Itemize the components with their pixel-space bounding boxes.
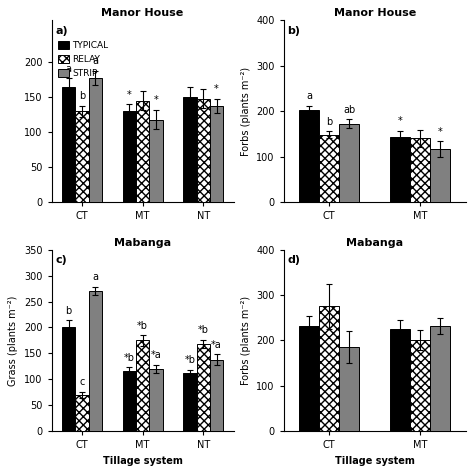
Text: b: b [79, 91, 85, 101]
Text: a: a [92, 273, 98, 283]
Text: b: b [326, 117, 332, 127]
Y-axis label: Forbs (plants m⁻²): Forbs (plants m⁻²) [240, 296, 251, 385]
Bar [149, 369, 163, 431]
Bar [123, 372, 136, 431]
Text: a: a [306, 91, 312, 101]
Bar [410, 340, 430, 431]
Bar [319, 135, 339, 202]
Text: b: b [65, 306, 72, 316]
Y-axis label: Forbs (plants m⁻²): Forbs (plants m⁻²) [240, 67, 251, 156]
Bar [210, 360, 223, 431]
Bar [149, 119, 163, 202]
Bar [75, 395, 89, 431]
Text: ab: ab [343, 105, 356, 115]
Text: *: * [127, 90, 132, 100]
Text: *b: *b [124, 353, 135, 363]
Y-axis label: Grass (plants m⁻²): Grass (plants m⁻²) [9, 295, 18, 385]
Bar [197, 344, 210, 431]
Bar [390, 329, 410, 431]
Text: *: * [398, 116, 402, 126]
Bar [299, 110, 319, 202]
Text: *a: *a [211, 340, 222, 350]
Text: *: * [214, 84, 219, 94]
Bar [197, 99, 210, 202]
Bar [136, 340, 149, 431]
Bar [430, 149, 450, 202]
Bar [123, 111, 136, 202]
Title: Manor House: Manor House [334, 9, 416, 18]
Text: *b: *b [184, 356, 195, 365]
Bar [89, 291, 102, 431]
Bar [62, 328, 75, 431]
Title: Mabanga: Mabanga [114, 237, 171, 247]
X-axis label: Tillage system: Tillage system [103, 456, 182, 465]
Bar [339, 347, 359, 431]
Text: a): a) [55, 26, 68, 36]
Bar [89, 78, 102, 202]
Text: *: * [438, 127, 443, 137]
Bar [299, 326, 319, 431]
Text: a: a [65, 64, 72, 74]
Text: *: * [154, 95, 158, 105]
Bar [410, 138, 430, 202]
Bar [210, 106, 223, 202]
Text: c): c) [55, 255, 67, 265]
Bar [390, 137, 410, 202]
X-axis label: Tillage system: Tillage system [335, 456, 415, 465]
Bar [75, 111, 89, 202]
Bar [183, 373, 197, 431]
Text: d): d) [287, 255, 300, 265]
Bar [339, 124, 359, 202]
Text: b): b) [287, 26, 300, 36]
Text: *b: *b [198, 325, 209, 335]
Legend: TYPICAL, RELAY, STRIP: TYPICAL, RELAY, STRIP [56, 39, 110, 80]
Title: Manor House: Manor House [101, 9, 184, 18]
Text: *b: *b [137, 321, 148, 331]
Title: Mabanga: Mabanga [346, 237, 403, 247]
Text: *a: *a [151, 350, 161, 360]
Bar [183, 97, 197, 202]
Bar [319, 306, 339, 431]
Bar [62, 87, 75, 202]
Bar [430, 326, 450, 431]
Text: c: c [79, 377, 84, 387]
Bar [136, 100, 149, 202]
Text: a: a [92, 56, 98, 66]
